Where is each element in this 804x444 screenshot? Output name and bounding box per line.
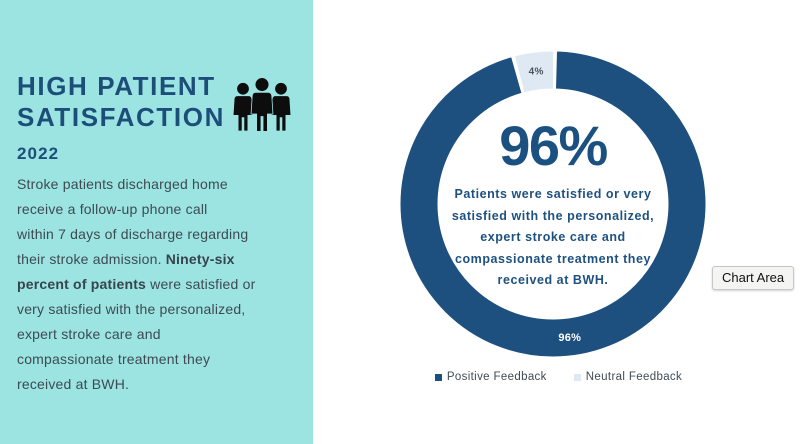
legend-label: Positive Feedback — [446, 371, 547, 383]
legend-item-positive-feedback[interactable]: Positive Feedback — [434, 371, 547, 383]
neutral-slice-label: 4% — [529, 67, 544, 78]
year-label: 2022 — [17, 144, 60, 163]
three-people-icon — [230, 74, 294, 138]
donut-slice-neutral[interactable] — [515, 51, 554, 93]
positive-slice-label: 96% — [558, 332, 581, 344]
page-title-line1: HIGH PATIENT — [17, 71, 216, 101]
legend-item-neutral-feedback[interactable]: Neutral Feedback — [573, 371, 683, 383]
legend-swatch — [434, 373, 442, 381]
paragraph-line: their stroke admission. Ninety-six — [17, 251, 235, 267]
page-title-line2: SATISFACTION — [17, 102, 225, 132]
chart-area-tooltip: Chart Area — [712, 266, 795, 290]
donut-slice-positive[interactable] — [400, 51, 706, 357]
paragraph-line: compassionate treatment they — [17, 351, 211, 367]
chart-legend: Positive Feedback Neutral Feedback — [313, 371, 804, 383]
body-paragraph: Stroke patients discharged home receive a… — [17, 172, 297, 397]
legend-swatch — [573, 373, 581, 381]
paragraph-line: expert stroke care and — [17, 326, 161, 342]
paragraph-line: within 7 days of discharge regarding — [17, 226, 249, 242]
chart-panel: 4% 96% 96% Patients were satisfied or ve… — [313, 0, 804, 444]
paragraph-line: received at BWH. — [17, 376, 130, 392]
paragraph-line: percent of patients were satisfied or — [17, 276, 256, 292]
legend-label: Neutral Feedback — [585, 371, 683, 383]
paragraph-line: very satisfied with the personalized, — [17, 301, 246, 317]
paragraph-line: Stroke patients discharged home — [17, 176, 228, 192]
left-panel: HIGH PATIENT SATISFACTION 2022 Stroke — [0, 0, 313, 444]
page-title: HIGH PATIENT SATISFACTION — [17, 71, 225, 133]
donut-chart[interactable]: 4% 96% 96% Patients were satisfied or ve… — [393, 44, 713, 364]
paragraph-line: receive a follow-up phone call — [17, 201, 208, 217]
